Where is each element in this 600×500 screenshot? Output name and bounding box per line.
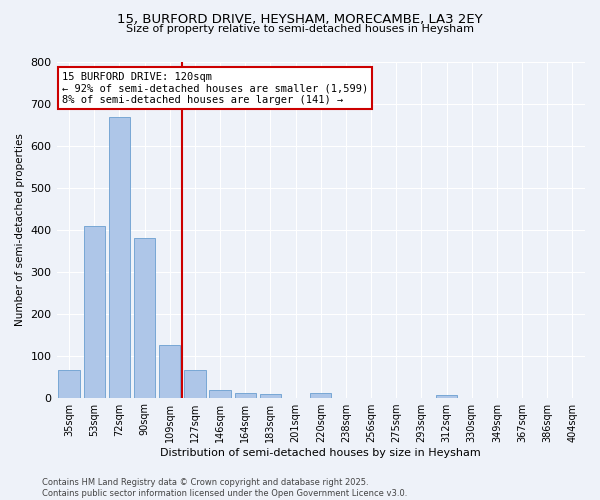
Bar xyxy=(235,392,256,398)
Bar xyxy=(83,226,105,398)
Text: 15, BURFORD DRIVE, HEYSHAM, MORECAMBE, LA3 2EY: 15, BURFORD DRIVE, HEYSHAM, MORECAMBE, L… xyxy=(117,12,483,26)
Bar xyxy=(436,396,457,398)
Text: 15 BURFORD DRIVE: 120sqm
← 92% of semi-detached houses are smaller (1,599)
8% of: 15 BURFORD DRIVE: 120sqm ← 92% of semi-d… xyxy=(62,72,368,105)
Bar xyxy=(134,238,155,398)
Text: Contains HM Land Registry data © Crown copyright and database right 2025.
Contai: Contains HM Land Registry data © Crown c… xyxy=(42,478,407,498)
Bar xyxy=(260,394,281,398)
Bar xyxy=(184,370,206,398)
Y-axis label: Number of semi-detached properties: Number of semi-detached properties xyxy=(15,133,25,326)
X-axis label: Distribution of semi-detached houses by size in Heysham: Distribution of semi-detached houses by … xyxy=(160,448,481,458)
Bar xyxy=(109,118,130,398)
Text: Size of property relative to semi-detached houses in Heysham: Size of property relative to semi-detach… xyxy=(126,24,474,34)
Bar xyxy=(159,345,181,398)
Bar xyxy=(58,370,80,398)
Bar xyxy=(209,390,231,398)
Bar xyxy=(310,394,331,398)
